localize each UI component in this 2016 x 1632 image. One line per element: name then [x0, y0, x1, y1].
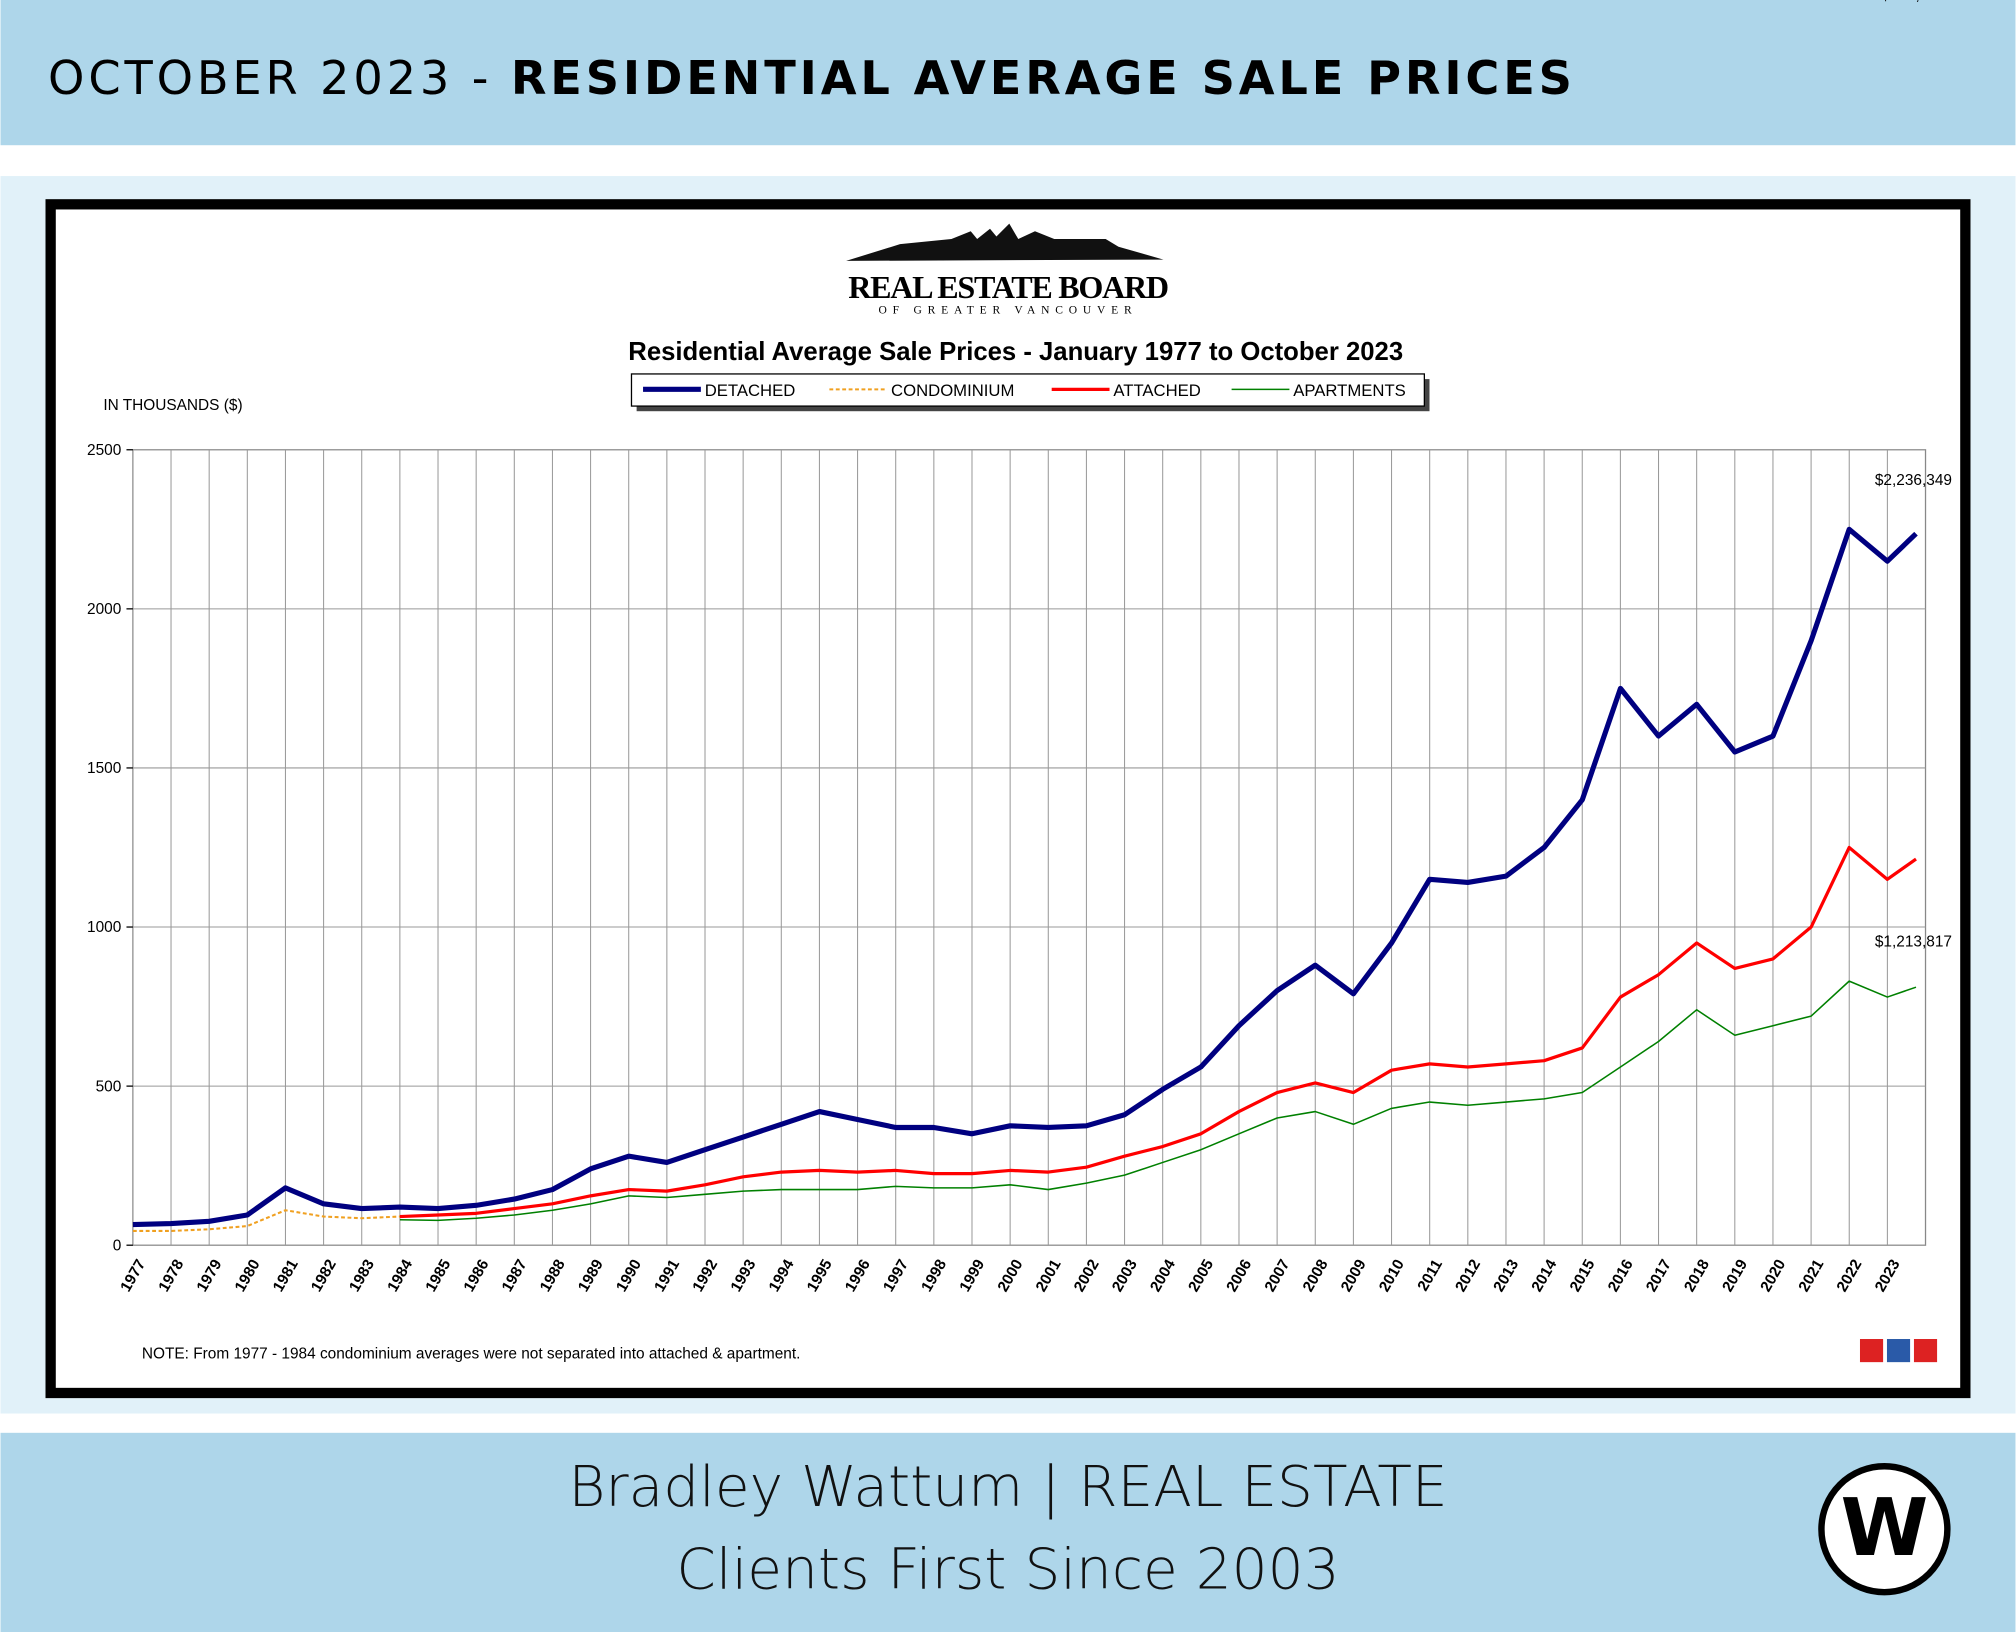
y-tick-label: 500	[96, 1078, 122, 1095]
legend-label: CONDOMINIUM	[891, 381, 1014, 400]
logo-skyline	[846, 223, 1164, 261]
series-line	[132, 526, 1918, 1228]
title-light: OCTOBER 2023 -	[48, 51, 511, 105]
legend-label: DETACHED	[705, 381, 796, 400]
y-tick-label: 1500	[87, 760, 121, 777]
legend-label: ATTACHED	[1113, 381, 1200, 400]
page-title: OCTOBER 2023 - RESIDENTIAL AVERAGE SALE …	[48, 51, 1576, 105]
y-tick-label: 0	[113, 1237, 122, 1254]
mls-logo	[1859, 1339, 1938, 1363]
plot: 1977 1978 1979 1980 1981 1982 1983 1984 1985 1986…	[87, 0, 1952, 1295]
brand-circle	[1818, 1463, 1951, 1596]
logo-subname: OF GREATER VANCOUVER	[879, 304, 1138, 317]
mls-box	[1886, 1339, 1911, 1363]
plot-area	[132, 449, 1927, 1246]
footer-line1: Bradley Wattum | REAL ESTATE	[568, 1455, 1447, 1520]
y-tick-label: 2000	[87, 601, 121, 618]
series-line	[399, 980, 1917, 1222]
legend-label: APARTMENTS	[1293, 381, 1406, 400]
footer-line2: Clients First Since 2003	[676, 1537, 1339, 1602]
y-tick-label: 2500	[87, 442, 121, 459]
value-label: $1,213,817	[1875, 933, 1952, 950]
chart-title: Residential Average Sale Prices - Januar…	[628, 338, 1403, 366]
title-bold: RESIDENTIAL AVERAGE SALE PRICES	[511, 51, 1576, 105]
series-line	[399, 845, 1917, 1219]
mls-box	[1913, 1339, 1938, 1363]
logo-name: REAL ESTATE BOARD	[848, 269, 1168, 305]
chart-note: NOTE: From 1977 - 1984 condominium avera…	[142, 1345, 801, 1362]
series-line	[132, 1209, 400, 1232]
value-label: $810,944	[1881, 0, 1946, 4]
legend-box	[630, 373, 1425, 407]
brand-mark: W	[1840, 1481, 1928, 1574]
y-axis-label: IN THOUSANDS ($)	[103, 397, 242, 414]
value-label: $2,236,349	[1875, 472, 1952, 489]
y-tick-label: 1000	[87, 919, 121, 936]
mls-box	[1859, 1339, 1884, 1363]
header-band	[0, 0, 2016, 146]
footer-band	[0, 1432, 2016, 1632]
